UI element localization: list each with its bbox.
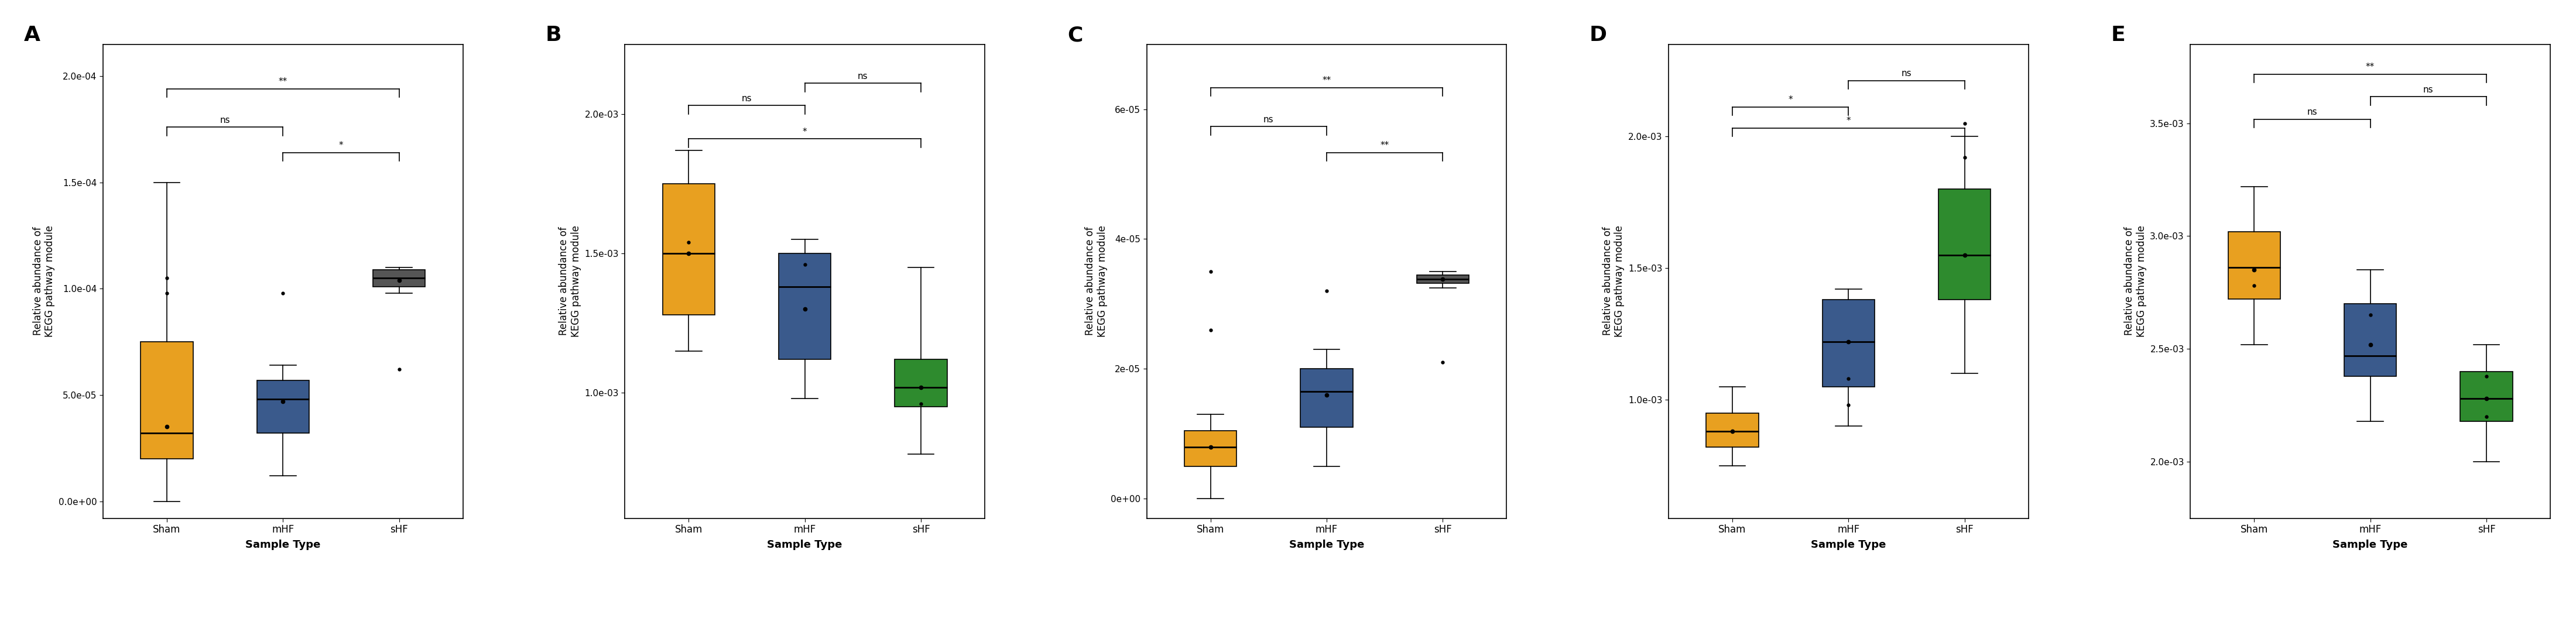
Text: **: ** [1321,76,1332,85]
PathPatch shape [1301,369,1352,427]
Y-axis label: Relative abundance of
KEGG pathway module: Relative abundance of KEGG pathway modul… [1084,226,1108,337]
Text: ns: ns [2424,85,2434,94]
PathPatch shape [374,270,425,286]
Y-axis label: Relative abundance of
KEGG pathway module: Relative abundance of KEGG pathway modul… [559,226,582,337]
Text: **: ** [2365,63,2375,71]
PathPatch shape [1705,413,1759,447]
Text: C: C [1066,25,1082,45]
Y-axis label: Relative abundance of
KEGG pathway module: Relative abundance of KEGG pathway modul… [33,226,54,337]
X-axis label: Sample Type: Sample Type [768,540,842,550]
Text: ns: ns [858,72,868,80]
PathPatch shape [662,184,716,315]
PathPatch shape [778,253,832,360]
Text: *: * [1847,116,1850,125]
PathPatch shape [1417,275,1468,283]
Text: D: D [1589,25,1607,45]
Text: **: ** [1381,141,1388,150]
PathPatch shape [894,360,948,407]
Text: ns: ns [1262,115,1273,124]
PathPatch shape [2228,231,2280,300]
PathPatch shape [2344,304,2396,376]
X-axis label: Sample Type: Sample Type [245,540,319,550]
PathPatch shape [1940,189,1991,300]
PathPatch shape [142,342,193,459]
PathPatch shape [1185,430,1236,466]
X-axis label: Sample Type: Sample Type [1288,540,1365,550]
Text: A: A [23,25,41,45]
Text: *: * [340,142,343,150]
Text: E: E [2112,25,2125,45]
X-axis label: Sample Type: Sample Type [2334,540,2409,550]
Y-axis label: Relative abundance of
KEGG pathway module: Relative abundance of KEGG pathway modul… [2125,226,2146,337]
Text: *: * [1788,95,1793,104]
Text: ns: ns [1901,69,1911,78]
PathPatch shape [258,380,309,433]
PathPatch shape [1821,300,1875,387]
Text: ns: ns [2308,108,2318,117]
Text: **: ** [278,78,289,87]
X-axis label: Sample Type: Sample Type [1811,540,1886,550]
Text: B: B [546,25,562,45]
Y-axis label: Relative abundance of
KEGG pathway module: Relative abundance of KEGG pathway modul… [1602,226,1625,337]
Text: ns: ns [742,94,752,103]
Text: *: * [804,128,806,137]
Text: ns: ns [219,116,229,125]
PathPatch shape [2460,372,2512,421]
